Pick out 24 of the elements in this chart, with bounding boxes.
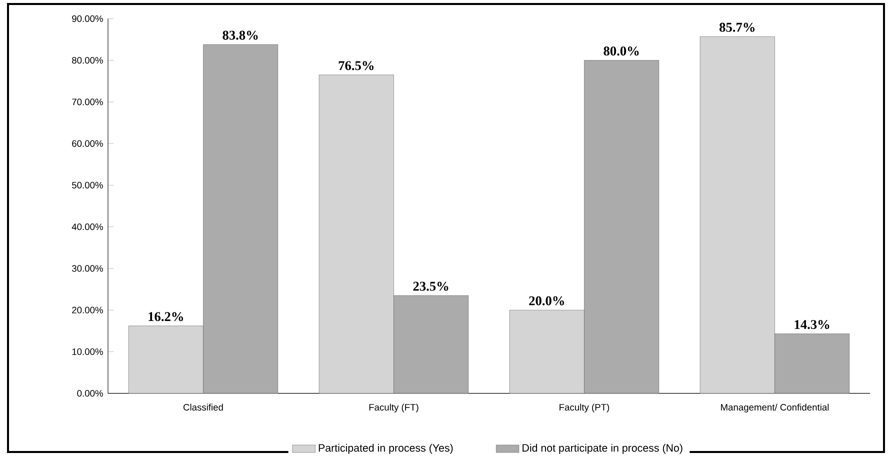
data-label: 14.3% — [794, 320, 830, 330]
legend-label: Did not participate in process (No) — [522, 444, 682, 454]
data-label: 80.0% — [604, 46, 639, 56]
data-label: 76.5% — [338, 61, 374, 70]
data-label: 16.2% — [148, 312, 184, 322]
y-tick-label: 10.00% — [72, 348, 103, 355]
data-label: 85.7% — [720, 22, 754, 32]
x-tick-label: Management/ Confidential — [721, 404, 829, 412]
legend-label: Participated in process (Yes) — [318, 444, 453, 454]
y-tick-label: 80.00% — [72, 57, 103, 64]
data-label: 20.0% — [529, 296, 564, 306]
y-tick-label: 20.00% — [72, 306, 103, 314]
x-tick-label: Classified — [184, 404, 223, 411]
y-tick-label: 40.00% — [72, 224, 103, 230]
x-tick-label: Faculty (PT) — [560, 404, 610, 412]
y-tick-label: 70.00% — [72, 98, 103, 106]
y-tick-label: 90.00% — [72, 15, 103, 22]
y-tick-label: 60.00% — [72, 140, 103, 147]
y-tick-label: 30.00% — [72, 265, 103, 272]
data-label: 83.8% — [222, 30, 258, 40]
y-tick-label: 0.00% — [77, 390, 103, 397]
y-tick-label: 50.00% — [72, 182, 103, 188]
x-tick-label: Faculty (FT) — [369, 404, 418, 412]
data-label: 23.5% — [413, 282, 448, 291]
